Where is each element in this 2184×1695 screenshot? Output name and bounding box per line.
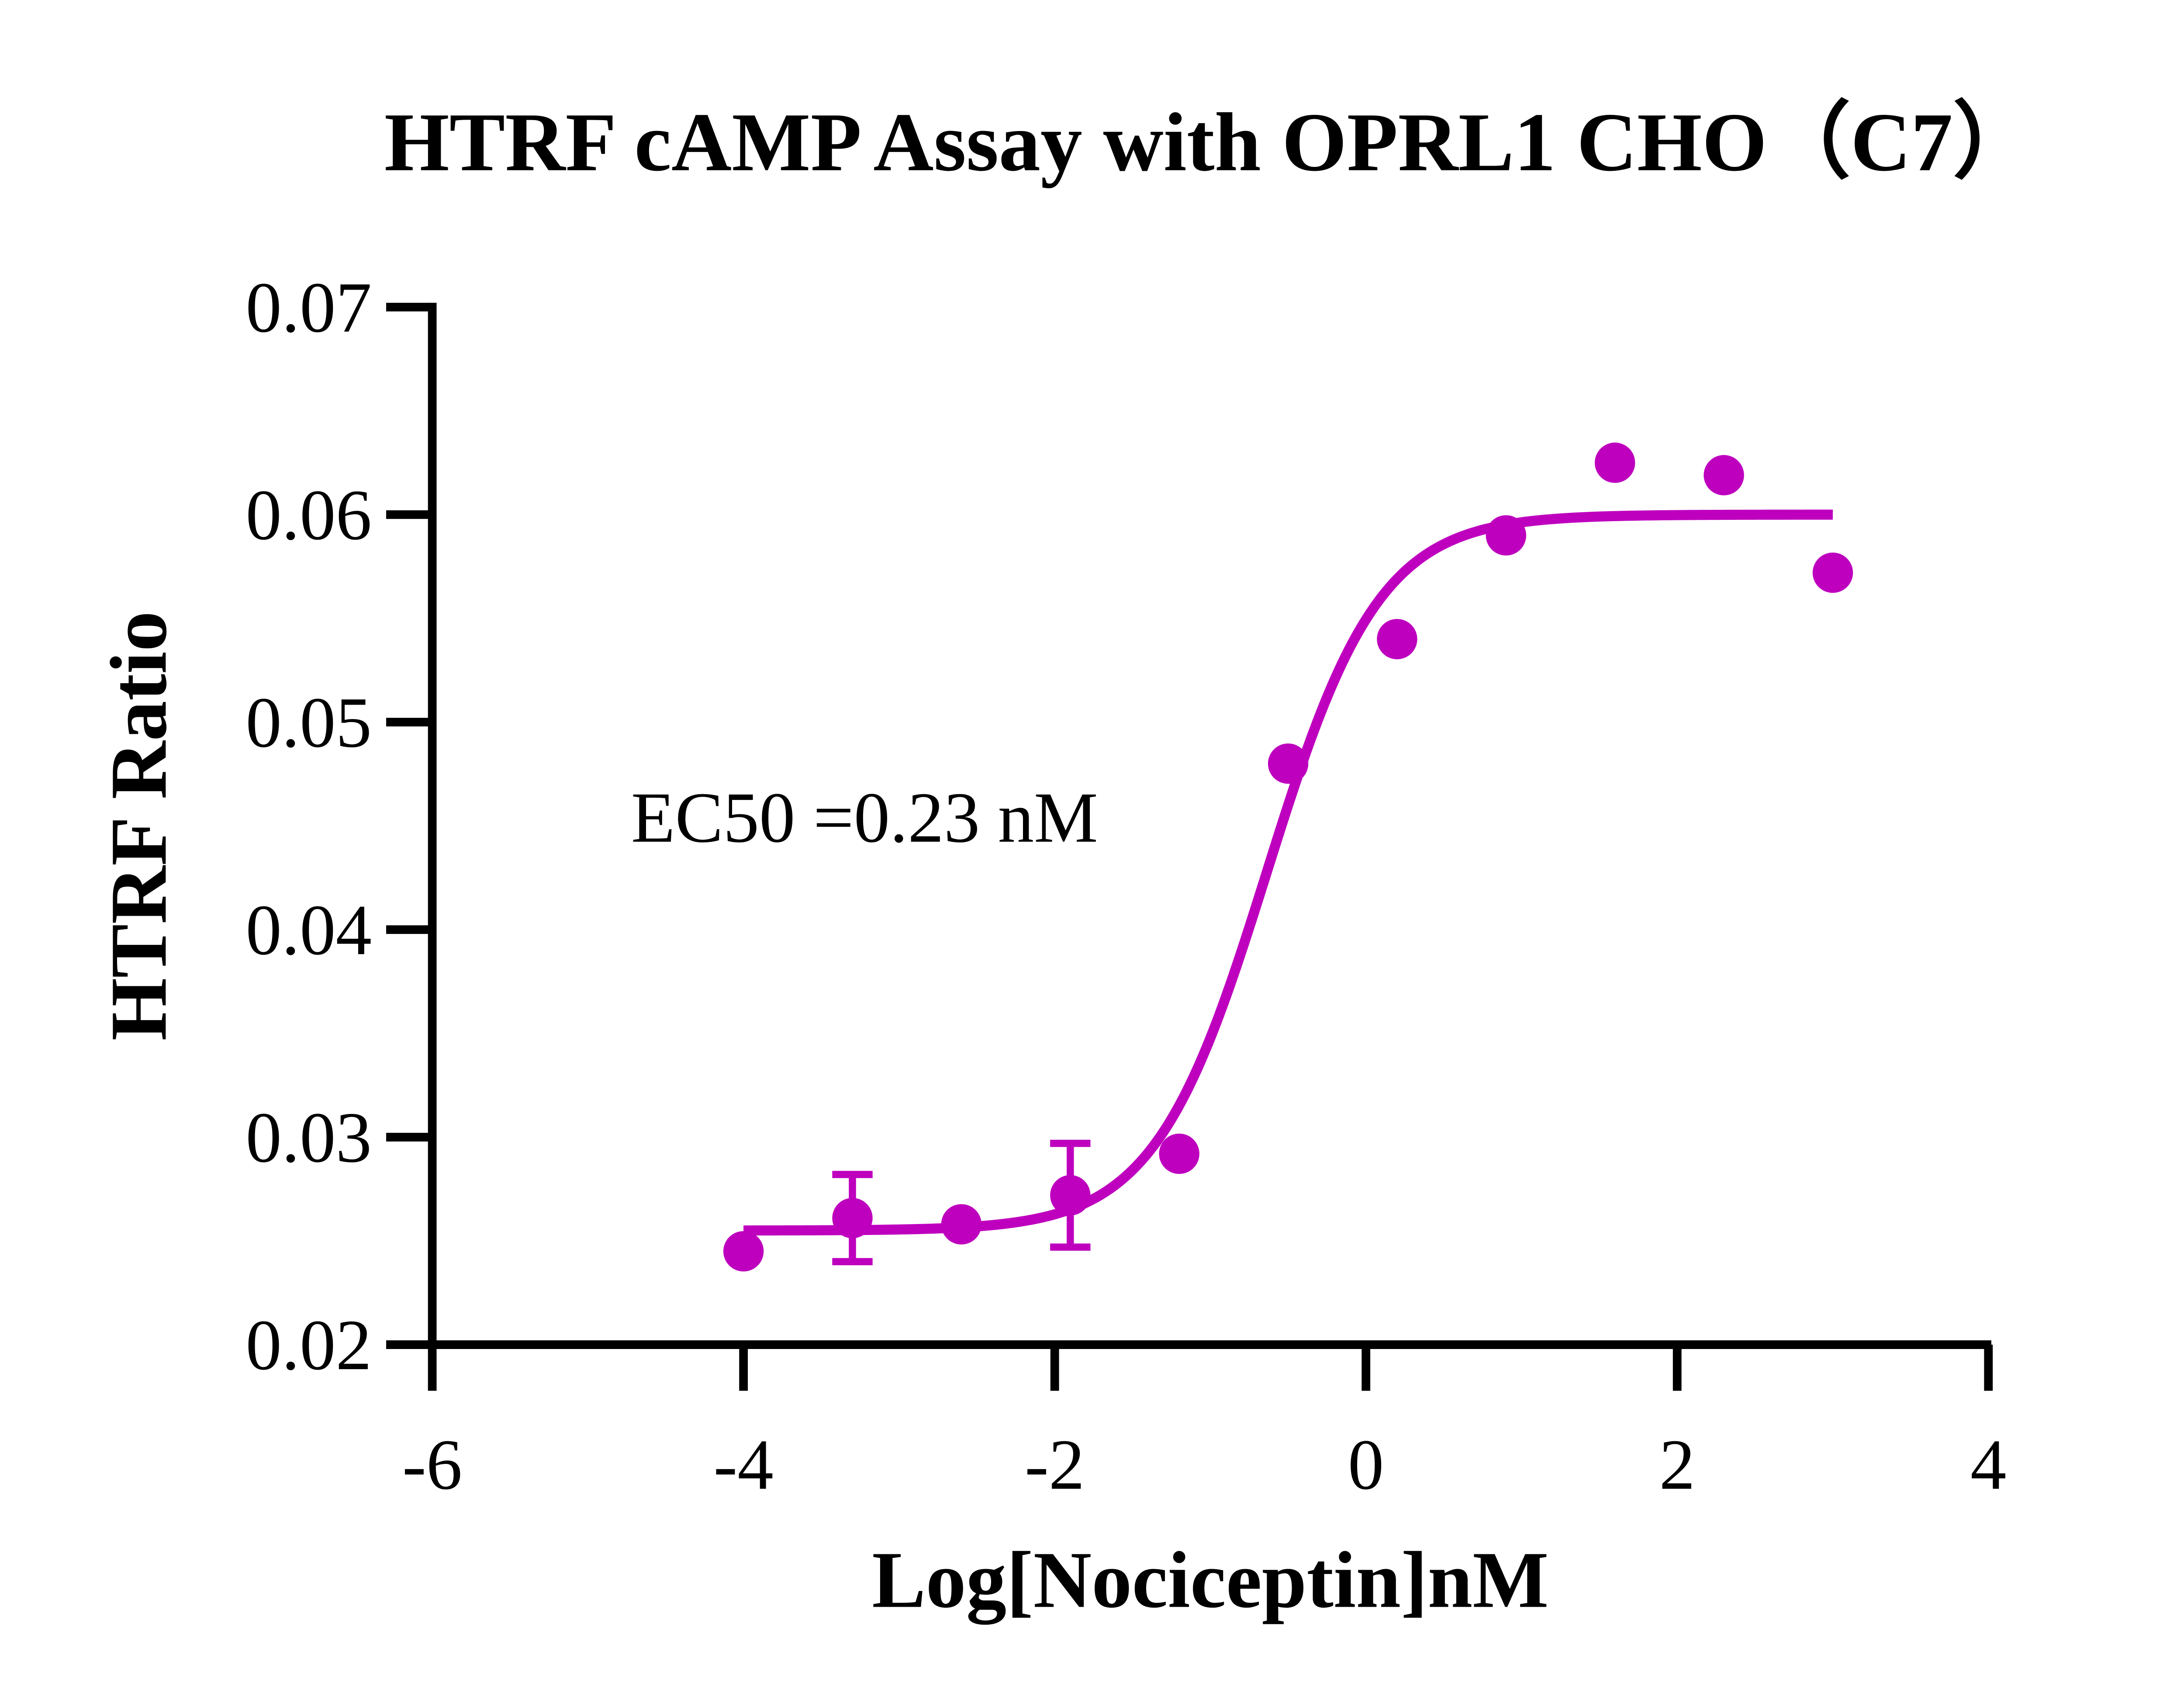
- x-axis-label: Log[Nociceptin]nM: [872, 1535, 1548, 1625]
- data-point: [1704, 455, 1744, 495]
- y-tick-label: 0.04: [245, 890, 372, 970]
- x-tick-label: 0: [1348, 1425, 1384, 1505]
- data-point: [1486, 515, 1527, 556]
- x-tick-label: -4: [713, 1425, 773, 1505]
- y-tick-label: 0.07: [245, 267, 372, 347]
- data-point: [1377, 619, 1417, 660]
- x-tick-label: -2: [1025, 1425, 1085, 1505]
- fit-curve: [743, 509, 1833, 1236]
- data-point: [723, 1231, 764, 1272]
- y-tick-label: 0.05: [245, 682, 372, 762]
- y-tick-label: 0.02: [245, 1305, 372, 1385]
- x-tick-label: 4: [1970, 1425, 2006, 1505]
- y-tick-label: 0.03: [245, 1097, 372, 1177]
- data-point: [941, 1204, 982, 1245]
- data-point: [1595, 443, 1635, 483]
- x-tick-label: 2: [1659, 1425, 1695, 1505]
- data-marks: [723, 443, 1853, 1272]
- y-axis-label: HTRF Ratio: [93, 611, 183, 1041]
- axes: -6 -4 -2 0 2 4 0.02 0.03 0.04 0.05 0.06 0.07: [245, 267, 2006, 1505]
- data-point: [1159, 1133, 1199, 1174]
- data-point: [832, 1198, 873, 1238]
- data-point: [1050, 1175, 1091, 1216]
- x-tick-label: -6: [402, 1425, 462, 1505]
- chart-title: HTRF cAMP Assay with OPRL1 CHO（C7）: [384, 97, 2036, 189]
- data-point: [1268, 743, 1309, 784]
- ec50-annotation: EC50 =0.23 nM: [631, 778, 1098, 858]
- data-point: [1812, 552, 1853, 593]
- y-tick-label: 0.06: [245, 475, 372, 555]
